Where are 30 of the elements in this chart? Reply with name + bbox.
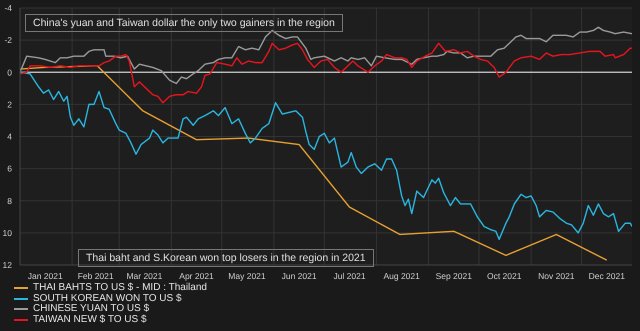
x-tick-label: Feb 2021 — [78, 271, 114, 282]
x-tick-label: Nov 2021 — [538, 271, 575, 282]
x-tick-label: Mar 2021 — [126, 271, 163, 282]
y-tick-label: -4 — [4, 3, 12, 14]
y-tick-label: 2 — [7, 99, 12, 110]
x-tick-label: Jan 2021 — [28, 271, 63, 282]
x-tick-label: Dec 2021 — [588, 271, 626, 282]
x-tick-label: Apr 2021 — [179, 271, 214, 282]
y-tick-label: 6 — [7, 164, 12, 174]
x-tick-label: Oct 2021 — [486, 271, 522, 282]
y-tick-label: -2 — [4, 35, 12, 46]
legend-label: CHINESE YUAN TO US $ — [33, 303, 150, 314]
y-tick-label: 0 — [7, 67, 12, 78]
x-tick-label: Jun 2021 — [282, 271, 317, 282]
y-tick-label: 10 — [2, 228, 12, 238]
annotation: China's yuan and Taiwan dollar the only two gainers in the region — [25, 14, 343, 32]
line-series — [20, 72, 632, 240]
x-tick-label: Jul 2021 — [333, 271, 366, 282]
legend-label: SOUTH KOREAN WON TO US $ — [33, 292, 182, 304]
line-series — [20, 42, 632, 104]
y-tick-label: 12 — [2, 260, 12, 270]
legend-label: THAI BAHTS TO US $ - MID : Thailand — [33, 282, 207, 294]
x-tick-label: May 2021 — [228, 271, 266, 282]
annotation: Thai baht and S.Korean won top losers in the region in 2021 — [78, 249, 374, 267]
legend-label: TAIWAN NEW $ TO US $ — [33, 314, 147, 325]
y-tick-label: 8 — [7, 196, 12, 206]
line-series — [20, 26, 632, 84]
y-tick-label: 4 — [7, 132, 12, 142]
x-tick-label: Sep 2021 — [436, 271, 472, 282]
x-tick-label: Aug 2021 — [383, 271, 420, 282]
